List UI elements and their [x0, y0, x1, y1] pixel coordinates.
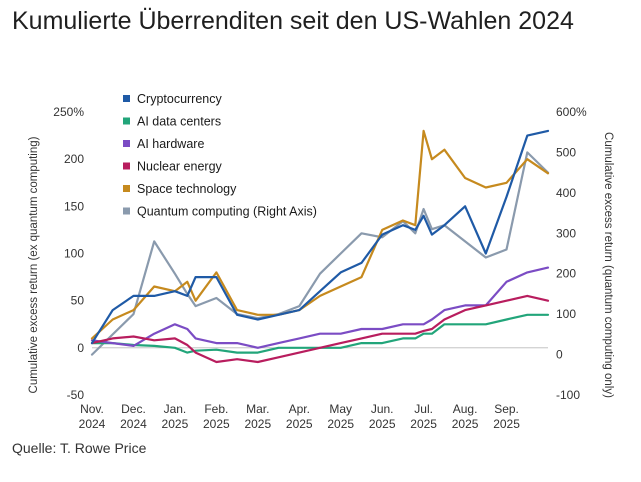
x-tick-label: Sep. 2025 [493, 402, 520, 431]
legend-label: Space technology [137, 182, 237, 196]
right-tick-label: 200 [556, 267, 576, 281]
x-tick-label: Aug. 2025 [452, 402, 479, 431]
x-tick-label: Jan. 2025 [162, 402, 189, 431]
x-tick-label: Nov. 2024 [79, 402, 106, 431]
legend-label: AI data centers [137, 115, 221, 129]
left-tick-label: 250% [53, 105, 84, 119]
left-tick-label: 100 [64, 247, 84, 261]
right-tick-label: 0 [556, 348, 563, 362]
x-tick-label: Feb. 2025 [203, 402, 230, 431]
right-tick-label: 300 [556, 226, 576, 240]
right-tick-label: 600% [556, 105, 587, 119]
legend-label: Nuclear energy [137, 160, 223, 174]
x-axis-ticks: Nov. 2024 Dec. 2024 Jan. 2025 Feb. 2025 Mar. 2025… [79, 402, 521, 431]
right-tick-label: 100 [556, 307, 576, 321]
x-tick-label: Jun. 2025 [369, 402, 396, 431]
series-line-4 [90, 129, 550, 340]
left-tick-label: -50 [67, 388, 85, 402]
series-line-3 [90, 294, 550, 364]
left-tick-label: 200 [64, 152, 84, 166]
legend-swatch [123, 185, 130, 192]
x-tick-label: Jul. 2025 [410, 402, 437, 431]
series-line-0 [90, 129, 550, 345]
right-axis-label: Cumulative excess return (quantum comput… [602, 132, 614, 398]
left-axis-label: Cumulative excess return (ex quantum com… [28, 136, 40, 393]
chart-legend: Cryptocurrency AI data centers AI hardware… [123, 92, 317, 219]
legend-swatch [123, 207, 130, 215]
left-axis-ticks: 250% 200 150 100 50 0 -50 [53, 105, 84, 402]
series-line-2 [90, 266, 550, 349]
x-tick-label: May 2025 [327, 402, 354, 431]
right-axis-ticks: 600% 500 400 300 200 100 0 -100 [556, 105, 587, 402]
left-tick-label: 50 [71, 294, 85, 308]
legend-swatch [123, 117, 130, 125]
series-line-1 [90, 313, 550, 354]
legend-swatch [123, 140, 130, 147]
legend-swatch [123, 95, 130, 102]
right-tick-label: -100 [556, 388, 580, 402]
legend-swatch [123, 162, 130, 170]
series-layer [90, 129, 550, 364]
x-tick-label: Mar. 2025 [244, 402, 271, 431]
left-tick-label: 150 [64, 199, 84, 213]
chart-title: Kumulierte Überrenditen seit den US-Wahl… [12, 7, 574, 35]
source-note: Quelle: T. Rowe Price [12, 440, 147, 456]
legend-label: Cryptocurrency [137, 92, 222, 106]
x-tick-label: Apr. 2025 [286, 402, 313, 431]
legend-label: Quantum computing (Right Axis) [137, 205, 317, 219]
legend-label: AI hardware [137, 137, 204, 151]
right-tick-label: 500 [556, 145, 576, 159]
series-line-5 [90, 151, 550, 356]
x-tick-label: Dec. 2024 [120, 402, 147, 431]
left-tick-label: 0 [77, 341, 84, 355]
right-tick-label: 400 [556, 186, 576, 200]
